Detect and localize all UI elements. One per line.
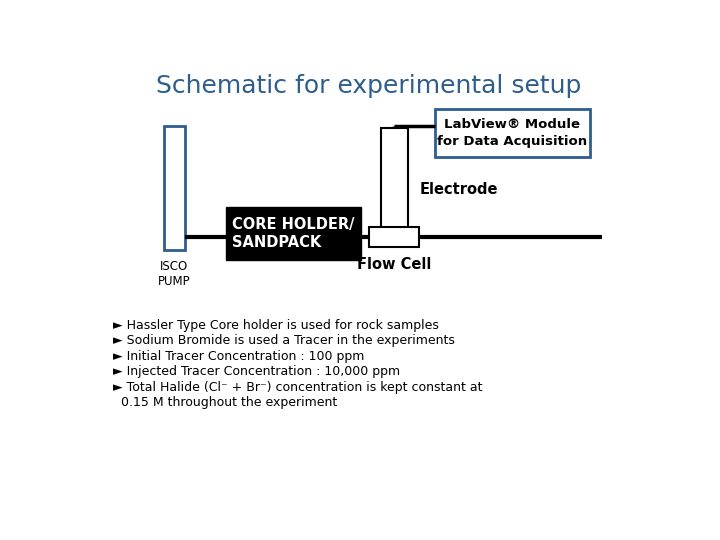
Text: 0.15 M throughout the experiment: 0.15 M throughout the experiment [113, 396, 338, 409]
Text: ► Injected Tracer Concentration : 10,000 ppm: ► Injected Tracer Concentration : 10,000… [113, 365, 400, 378]
Bar [381, 128, 408, 240]
Text: ► Hassler Type Core holder is used for rock samples: ► Hassler Type Core holder is used for r… [113, 319, 439, 332]
Text: ► Sodium Bromide is used a Tracer in the experiments: ► Sodium Bromide is used a Tracer in the… [113, 334, 455, 347]
Text: ISCO
PUMP: ISCO PUMP [158, 260, 191, 288]
Text: ► Initial Tracer Concentration : 100 ppm: ► Initial Tracer Concentration : 100 ppm [113, 350, 364, 363]
Text: ► Total Halide (Cl⁻ + Br⁻) concentration is kept constant at: ► Total Halide (Cl⁻ + Br⁻) concentration… [113, 381, 482, 394]
Bar [163, 126, 185, 249]
Text: LabView® Module
for Data Acquisition: LabView® Module for Data Acquisition [437, 118, 588, 149]
Bar [225, 207, 361, 260]
Text: Schematic for experimental setup: Schematic for experimental setup [156, 75, 582, 98]
Bar [435, 110, 590, 157]
Text: CORE HOLDER/
SANDPACK: CORE HOLDER/ SANDPACK [232, 217, 354, 249]
Text: Electrode: Electrode [419, 182, 498, 197]
Text: Flow Cell: Flow Cell [357, 256, 431, 272]
Bar [369, 226, 419, 247]
